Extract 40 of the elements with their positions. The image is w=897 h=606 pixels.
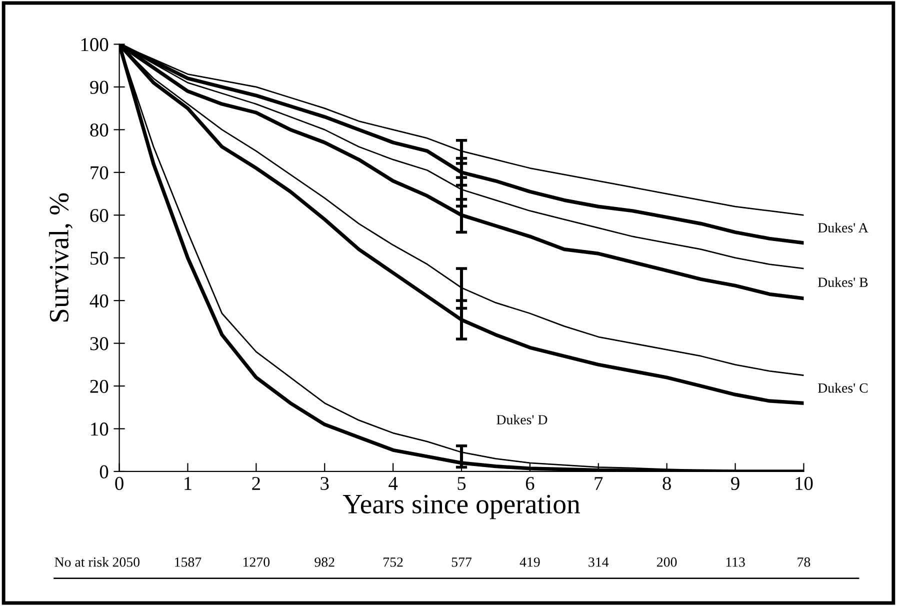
text: Dukes' B: [818, 277, 868, 287]
y-tick-label: 100: [81, 38, 108, 52]
y-tick-label: 20: [90, 380, 108, 393]
x-tick-label: 2: [252, 476, 260, 490]
annotation: Dukes' D: [496, 414, 548, 424]
y-tick-label: 50: [90, 252, 108, 265]
y-tick-label: 80: [90, 124, 108, 137]
x-axis-title: Years since operation: [342, 494, 580, 520]
y-tick-label: 10: [91, 422, 108, 436]
x-tick-label: 7: [594, 477, 603, 490]
text: No at risk: [54, 557, 110, 567]
y-tick-label: 70: [90, 166, 108, 180]
text: Dukes' C: [818, 382, 868, 393]
x-tick-label: 9: [731, 476, 740, 490]
x-tick-label: 6: [526, 476, 534, 490]
text: 1270: [244, 557, 270, 567]
text: 113: [726, 557, 745, 567]
text: 1587: [175, 557, 202, 567]
x-tick-label: 4: [388, 477, 398, 490]
x-tick-label: 8: [662, 476, 671, 490]
y-tick-label: 30: [90, 337, 108, 350]
y-tick-label: 0: [100, 465, 108, 478]
x-tick-label: 0: [115, 476, 124, 490]
y-tick-label: 90: [90, 80, 108, 94]
text: 577: [452, 558, 472, 567]
x-tick-label: 10: [796, 476, 813, 490]
text: 2050: [112, 557, 140, 567]
y-tick-label: 60: [90, 208, 108, 222]
text: 314: [588, 557, 609, 567]
text: 419: [520, 557, 540, 567]
text: Dukes' A: [818, 222, 868, 232]
y-tick-label: 40: [90, 294, 108, 308]
text: 200: [657, 557, 677, 567]
x-tick-label: 3: [320, 476, 329, 490]
x-tick-label: 1: [184, 476, 192, 490]
x-tick-label: 5: [458, 477, 466, 490]
text: 982: [314, 557, 334, 567]
text: 752: [384, 557, 403, 567]
y-axis-title: Survival, %: [48, 193, 73, 322]
text: 78: [798, 557, 810, 567]
